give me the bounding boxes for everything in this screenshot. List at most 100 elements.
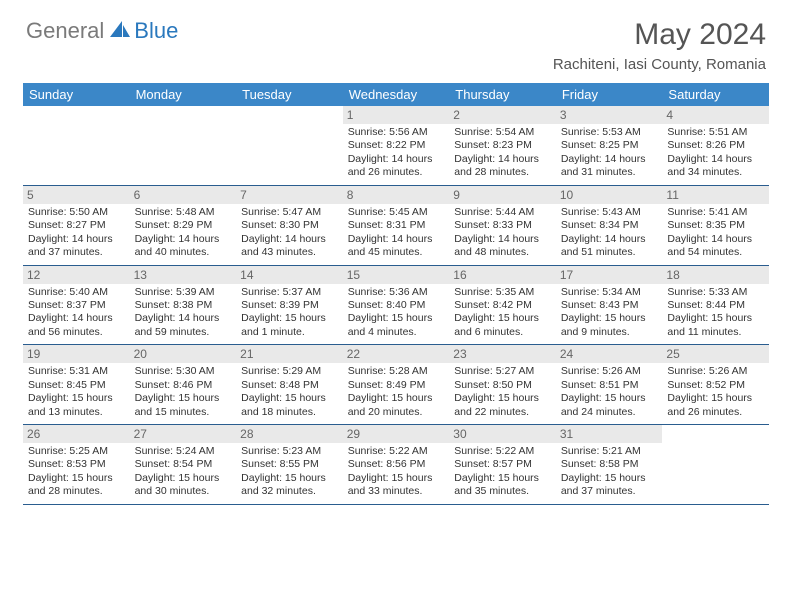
day-info-line: Sunrise: 5:44 AM [454,206,551,219]
day-number: 11 [662,186,769,204]
day-info: Sunrise: 5:23 AMSunset: 8:55 PMDaylight:… [241,445,338,499]
day-info-line: Daylight: 15 hours [135,392,232,405]
day-info-line: Sunset: 8:51 PM [561,379,658,392]
day-cell: . [23,106,130,185]
day-info-line: and 11 minutes. [667,326,764,339]
day-info-line: Daylight: 15 hours [241,392,338,405]
day-cell: 18 Sunrise: 5:33 AMSunset: 8:44 PMDayligh… [662,266,769,345]
day-info-line: Sunrise: 5:37 AM [241,286,338,299]
day-cell: 16 Sunrise: 5:35 AMSunset: 8:42 PMDayligh… [449,266,556,345]
day-info-line: Sunset: 8:34 PM [561,219,658,232]
month-title: May 2024 [553,18,766,52]
day-info: Sunrise: 5:50 AMSunset: 8:27 PMDaylight:… [28,206,125,260]
day-info-line: and 20 minutes. [348,406,445,419]
day-info-line: Daylight: 15 hours [28,472,125,485]
day-number: 7 [236,186,343,204]
logo-text-blue: Blue [134,18,178,44]
day-number: 2 [449,106,556,124]
day-info-line: Daylight: 15 hours [28,392,125,405]
location: Rachiteni, Iasi County, Romania [553,56,766,73]
week-row: 19Sunrise: 5:31 AMSunset: 8:45 PMDayligh… [23,345,769,425]
day-info-line: Daylight: 15 hours [561,312,658,325]
weekday-header: Thursday [449,83,556,106]
day-info-line: and 54 minutes. [667,246,764,259]
day-number: 16 [449,266,556,284]
day-info-line: and 26 minutes. [667,406,764,419]
day-info-line: Sunrise: 5:27 AM [454,365,551,378]
day-info-line: Daylight: 15 hours [667,392,764,405]
day-info-line: Sunset: 8:54 PM [135,458,232,471]
day-info-line: Daylight: 14 hours [348,233,445,246]
day-cell: 29Sunrise: 5:22 AMSunset: 8:56 PMDayligh… [343,425,450,504]
day-info-line: Sunset: 8:37 PM [28,299,125,312]
weekday-header: Friday [556,83,663,106]
day-info: Sunrise: 5:30 AMSunset: 8:46 PMDaylight:… [135,365,232,419]
day-number: 9 [449,186,556,204]
day-info-line: Sunset: 8:42 PM [454,299,551,312]
weekday-header: Wednesday [343,83,450,106]
day-info-line: Sunset: 8:23 PM [454,139,551,152]
day-cell: 30Sunrise: 5:22 AMSunset: 8:57 PMDayligh… [449,425,556,504]
day-info-line: Daylight: 15 hours [667,312,764,325]
day-cell: 24 Sunrise: 5:26 AMSunset: 8:51 PMDayligh… [556,345,663,424]
day-info-line: Sunset: 8:52 PM [667,379,764,392]
day-info: Sunrise: 5:22 AMSunset: 8:57 PMDaylight:… [454,445,551,499]
day-cell: 5 Sunrise: 5:50 AMSunset: 8:27 PMDaylight… [23,186,130,265]
day-info-line: and 28 minutes. [28,485,125,498]
day-info-line: Daylight: 15 hours [561,472,658,485]
day-number: 5 [23,186,130,204]
day-info-line: Daylight: 15 hours [454,392,551,405]
day-info: Sunrise: 5:28 AMSunset: 8:49 PMDaylight:… [348,365,445,419]
day-info-line: Sunset: 8:56 PM [348,458,445,471]
day-info: Sunrise: 5:26 AMSunset: 8:51 PMDaylight:… [561,365,658,419]
day-info-line: and 32 minutes. [241,485,338,498]
calendar: SundayMondayTuesdayWednesdayThursdayFrid… [23,83,769,505]
day-info: Sunrise: 5:24 AMSunset: 8:54 PMDaylight:… [135,445,232,499]
day-cell: 10Sunrise: 5:43 AMSunset: 8:34 PMDayligh… [556,186,663,265]
day-info-line: Sunset: 8:43 PM [561,299,658,312]
day-info-line: Sunset: 8:26 PM [667,139,764,152]
day-info: Sunrise: 5:40 AMSunset: 8:37 PMDaylight:… [28,286,125,340]
week-row: ...1Sunrise: 5:56 AMSunset: 8:22 PMDayli… [23,106,769,186]
day-info: Sunrise: 5:53 AMSunset: 8:25 PMDaylight:… [561,126,658,180]
day-cell: 4Sunrise: 5:51 AMSunset: 8:26 PMDaylight… [662,106,769,185]
day-info: Sunrise: 5:39 AMSunset: 8:38 PMDaylight:… [135,286,232,340]
day-number: 22 [343,345,450,363]
day-info-line: Daylight: 14 hours [241,233,338,246]
day-info-line: Sunrise: 5:56 AM [348,126,445,139]
day-info-line: and 51 minutes. [561,246,658,259]
day-info-line: Daylight: 15 hours [348,392,445,405]
day-info-line: Sunrise: 5:45 AM [348,206,445,219]
day-number: 24 [556,345,663,363]
day-info-line: Sunrise: 5:47 AM [241,206,338,219]
day-info-line: Daylight: 14 hours [135,233,232,246]
day-info-line: and 33 minutes. [348,485,445,498]
day-info-line: and 9 minutes. [561,326,658,339]
day-info-line: Sunrise: 5:54 AM [454,126,551,139]
day-info: Sunrise: 5:41 AMSunset: 8:35 PMDaylight:… [667,206,764,260]
day-info: Sunrise: 5:35 AMSunset: 8:42 PMDaylight:… [454,286,551,340]
weekday-header: Saturday [662,83,769,106]
day-cell: 3Sunrise: 5:53 AMSunset: 8:25 PMDaylight… [556,106,663,185]
day-cell: 27Sunrise: 5:24 AMSunset: 8:54 PMDayligh… [130,425,237,504]
day-info-line: Sunrise: 5:33 AM [667,286,764,299]
day-number: 18 [662,266,769,284]
day-info-line: Sunrise: 5:26 AM [667,365,764,378]
day-info: Sunrise: 5:43 AMSunset: 8:34 PMDaylight:… [561,206,658,260]
day-cell: 13 Sunrise: 5:39 AMSunset: 8:38 PMDayligh… [130,266,237,345]
day-info-line: Daylight: 15 hours [454,312,551,325]
day-info-line: Daylight: 14 hours [454,153,551,166]
day-info-line: Daylight: 15 hours [561,392,658,405]
day-info-line: Sunset: 8:57 PM [454,458,551,471]
day-info-line: Sunset: 8:53 PM [28,458,125,471]
day-info-line: Sunset: 8:49 PM [348,379,445,392]
day-number: 13 [130,266,237,284]
day-number: 26 [23,425,130,443]
day-number: 14 [236,266,343,284]
day-info: Sunrise: 5:37 AMSunset: 8:39 PMDaylight:… [241,286,338,340]
day-info-line: Daylight: 14 hours [561,153,658,166]
day-info-line: Sunset: 8:44 PM [667,299,764,312]
day-info-line: and 37 minutes. [28,246,125,259]
day-info-line: Sunset: 8:58 PM [561,458,658,471]
day-cell: 6Sunrise: 5:48 AMSunset: 8:29 PMDaylight… [130,186,237,265]
